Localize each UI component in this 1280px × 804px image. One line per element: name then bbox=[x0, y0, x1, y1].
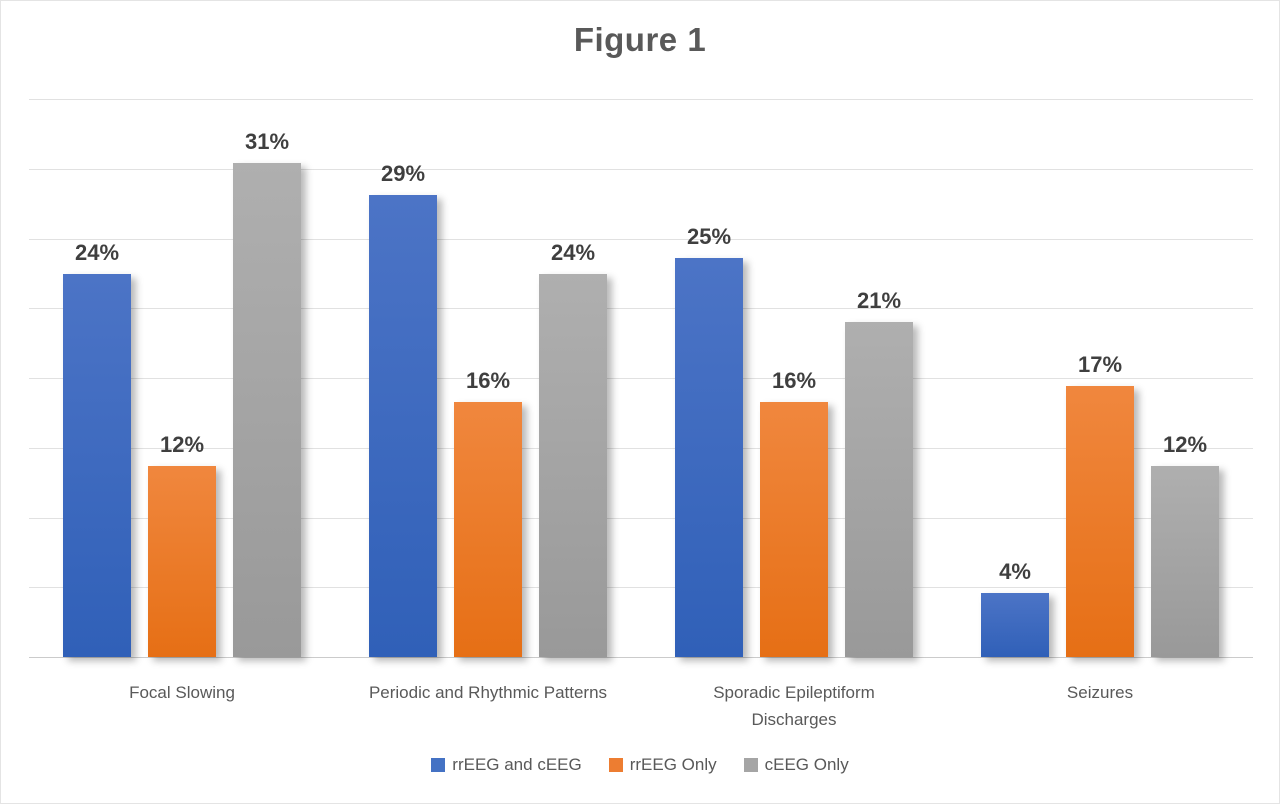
category-label: Periodic and Rhythmic Patterns bbox=[368, 683, 608, 702]
category-label: Seizures bbox=[1066, 683, 1134, 702]
legend: rrEEG and cEEG rrEEG Only cEEG Only bbox=[1, 755, 1279, 775]
bar-series-1-category-2 bbox=[760, 401, 828, 657]
data-label: 31% bbox=[244, 128, 290, 154]
gridline bbox=[29, 587, 1253, 589]
legend-label: rrEEG and cEEG bbox=[452, 755, 582, 774]
legend-item-0: rrEEG and cEEG bbox=[431, 755, 582, 775]
data-label: 12% bbox=[1162, 431, 1208, 457]
legend-swatch-icon bbox=[431, 758, 446, 772]
bar-series-2-category-2 bbox=[845, 322, 913, 657]
gridline bbox=[29, 99, 1253, 100]
gridline bbox=[29, 238, 1253, 240]
data-label: 25% bbox=[686, 224, 732, 250]
data-label: 21% bbox=[856, 288, 902, 314]
data-label: 12% bbox=[159, 431, 205, 457]
legend-swatch-icon bbox=[608, 758, 623, 772]
bar-series-2-category-0 bbox=[233, 162, 301, 657]
bar-series-0-category-3 bbox=[981, 593, 1049, 657]
legend-label: cEEG Only bbox=[764, 755, 849, 774]
data-label: 24% bbox=[74, 240, 120, 266]
data-label: 24% bbox=[550, 240, 596, 266]
plot-area: 24% 12% 31% Focal Slowing 29% 16% 24% Periodic … bbox=[29, 99, 1253, 729]
data-label: 29% bbox=[380, 160, 426, 186]
x-axis-line bbox=[29, 657, 1253, 658]
bar-series-1-category-0 bbox=[148, 465, 216, 657]
gridline bbox=[29, 308, 1253, 310]
legend-item-1: rrEEG Only bbox=[608, 755, 717, 775]
category-label: Focal Slowing bbox=[129, 683, 235, 702]
bar-series-0-category-1 bbox=[369, 194, 437, 657]
legend-swatch-icon bbox=[743, 758, 758, 772]
bar-series-0-category-0 bbox=[63, 274, 131, 657]
legend-label: rrEEG Only bbox=[629, 755, 717, 774]
data-label: 16% bbox=[771, 367, 817, 393]
data-label: 16% bbox=[465, 367, 511, 393]
gridline bbox=[29, 517, 1253, 519]
category-label: Sporadic Epileptiform Discharges bbox=[713, 683, 875, 729]
bar-series-2-category-3 bbox=[1151, 465, 1219, 657]
bar-series-1-category-1 bbox=[454, 401, 522, 657]
legend-item-2: cEEG Only bbox=[743, 755, 849, 775]
bar-series-1-category-3 bbox=[1066, 385, 1134, 657]
bar-series-0-category-2 bbox=[675, 258, 743, 657]
gridline bbox=[29, 168, 1253, 170]
data-label: 17% bbox=[1077, 351, 1123, 377]
data-label: 4% bbox=[999, 559, 1031, 585]
bar-series-2-category-1 bbox=[539, 274, 607, 657]
gridline bbox=[29, 447, 1253, 449]
gridline bbox=[29, 378, 1253, 379]
chart-title: Figure 1 bbox=[573, 21, 707, 58]
